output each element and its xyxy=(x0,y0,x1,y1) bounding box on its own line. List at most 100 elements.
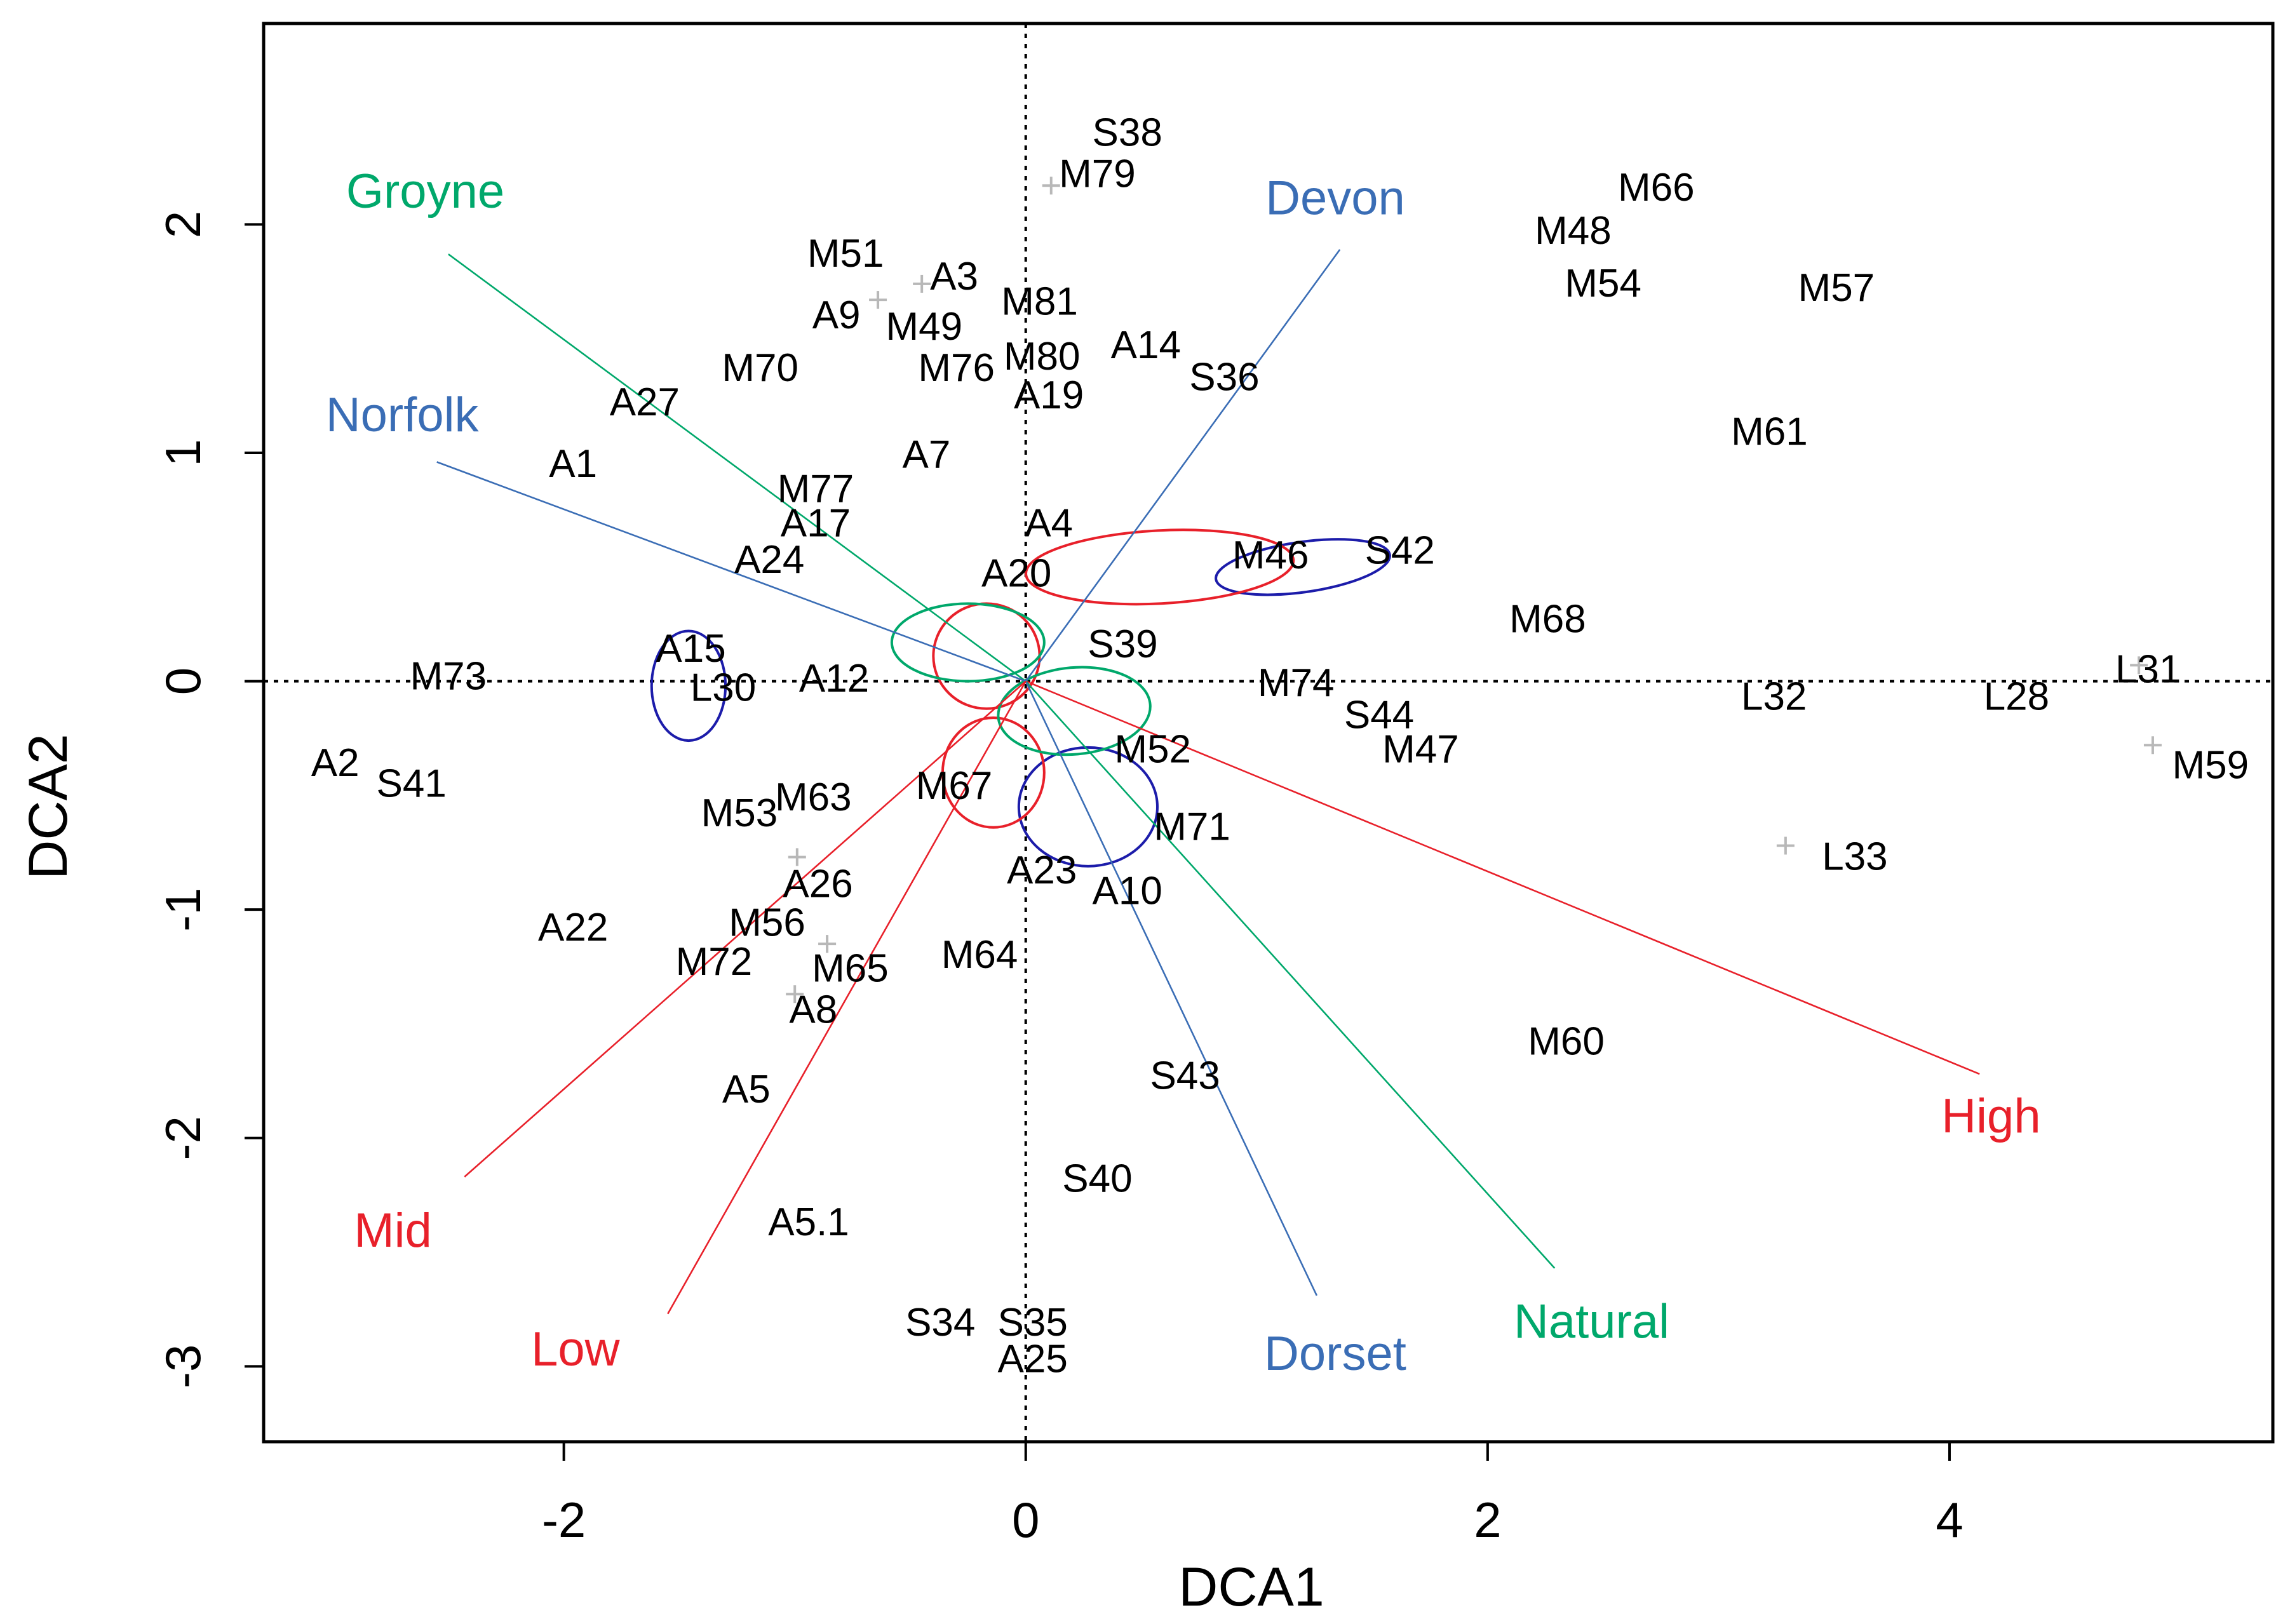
site-label: M76 xyxy=(918,346,995,390)
vector-groyne xyxy=(448,253,1027,682)
vector-label-natural: Natural xyxy=(1514,1295,1669,1349)
group-ellipse-navy xyxy=(1017,746,1159,868)
site-label: M71 xyxy=(1154,805,1230,849)
site-point xyxy=(2143,736,2162,755)
site-label: M63 xyxy=(775,775,852,819)
site-label: A23 xyxy=(1007,849,1077,892)
site-label: M49 xyxy=(886,305,962,349)
site-label: M56 xyxy=(729,901,805,945)
vector-label-norfolk: Norfolk xyxy=(326,388,480,442)
site-label: A25 xyxy=(998,1338,1068,1381)
site-label: S34 xyxy=(905,1301,975,1345)
site-point xyxy=(788,848,806,866)
reference-lines xyxy=(264,23,2273,1442)
site-label: M46 xyxy=(1232,534,1309,577)
x-tick-label: 0 xyxy=(1012,1492,1039,1548)
x-tick-label: 2 xyxy=(1474,1492,1501,1548)
vector-low xyxy=(667,680,1027,1315)
site-label: S39 xyxy=(1088,622,1157,666)
site-label: M72 xyxy=(676,940,753,984)
vector-high xyxy=(1025,680,1980,1075)
plot-frame xyxy=(262,22,2275,1444)
site-label: M61 xyxy=(1731,410,1808,454)
site-label: S41 xyxy=(377,762,447,805)
site-label: S43 xyxy=(1150,1054,1220,1098)
site-label: L28 xyxy=(1984,675,2049,719)
site-label: L33 xyxy=(1822,835,1887,878)
site-point xyxy=(1776,836,1795,855)
site-label: M51 xyxy=(807,232,884,276)
site-label: A19 xyxy=(1014,373,1084,417)
site-label: S36 xyxy=(1189,355,1259,399)
y-tick-label: -3 xyxy=(155,1345,211,1388)
site-label: L31 xyxy=(2115,648,2181,692)
site-label: M53 xyxy=(701,791,778,835)
site-points xyxy=(786,177,2162,1003)
site-label: A24 xyxy=(734,538,804,582)
env-vectors: Groyne Norfolk Devon High Natural Dorset Mid Lo… xyxy=(326,164,2041,1381)
y-tick-label: 0 xyxy=(155,668,211,695)
vector-norfolk xyxy=(436,461,1027,682)
site-label: M77 xyxy=(778,467,854,511)
site-label: A10 xyxy=(1093,869,1162,913)
site-label: M48 xyxy=(1535,209,1612,253)
site-label: A3 xyxy=(930,255,978,299)
x-tick-label: 4 xyxy=(1936,1492,1963,1548)
site-label: M80 xyxy=(1004,335,1081,379)
site-point xyxy=(1042,177,1060,195)
site-label: S44 xyxy=(1344,694,1414,737)
site-label: A12 xyxy=(799,657,869,701)
site-point xyxy=(913,274,931,293)
y-tick-label: 2 xyxy=(155,211,211,238)
group-ellipse-navy xyxy=(650,629,727,742)
site-label: A8 xyxy=(789,988,837,1031)
site-point xyxy=(869,291,887,309)
site-label: A17 xyxy=(781,501,851,545)
site-label: M66 xyxy=(1618,166,1695,210)
site-label: M68 xyxy=(1509,597,1586,641)
site-label: M59 xyxy=(2172,744,2249,788)
site-label: A14 xyxy=(1111,323,1181,367)
vector-label-mid: Mid xyxy=(354,1204,431,1258)
site-label: M47 xyxy=(1382,727,1459,771)
site-label: M52 xyxy=(1114,727,1191,771)
site-label: M73 xyxy=(410,654,487,698)
site-label: A2 xyxy=(311,741,360,785)
axes: -2 0 2 4 -3 -2 -1 0 1 2 xyxy=(155,211,1963,1548)
y-tick-label: -2 xyxy=(155,1116,211,1160)
x-tick-label: -2 xyxy=(542,1492,586,1548)
site-label: M65 xyxy=(812,947,889,991)
y-tick-label: 1 xyxy=(155,439,211,466)
site-label: L32 xyxy=(1741,675,1807,719)
site-label: M74 xyxy=(1258,661,1335,705)
vector-label-devon: Devon xyxy=(1265,171,1405,225)
vector-mid xyxy=(464,680,1027,1178)
site-label: M57 xyxy=(1798,266,1875,310)
site-label: A1 xyxy=(549,442,597,486)
group-ellipse-red xyxy=(932,602,1041,710)
site-point xyxy=(786,985,804,1003)
y-axis-title: DCA2 xyxy=(18,734,79,879)
site-label: A9 xyxy=(812,293,861,337)
vector-natural xyxy=(1025,680,1556,1269)
group-ellipses xyxy=(650,528,1391,868)
site-label: M64 xyxy=(941,933,1018,977)
site-label: S38 xyxy=(1093,111,1162,155)
site-label: M54 xyxy=(1565,262,1641,305)
group-ellipse-red xyxy=(941,716,1046,829)
group-ellipse-red xyxy=(1025,528,1295,606)
site-label: L30 xyxy=(690,666,756,709)
site-label: S40 xyxy=(1062,1157,1132,1200)
site-label: M79 xyxy=(1059,152,1136,196)
site-point xyxy=(818,935,837,953)
site-label: A5 xyxy=(722,1068,771,1111)
vector-devon xyxy=(1025,249,1341,682)
group-ellipse-green xyxy=(890,602,1046,683)
site-label: M70 xyxy=(722,346,798,390)
site-label: A22 xyxy=(538,906,608,950)
site-label: A27 xyxy=(610,380,680,424)
site-label: M81 xyxy=(1001,280,1078,324)
vector-label-high: High xyxy=(1941,1089,2040,1143)
